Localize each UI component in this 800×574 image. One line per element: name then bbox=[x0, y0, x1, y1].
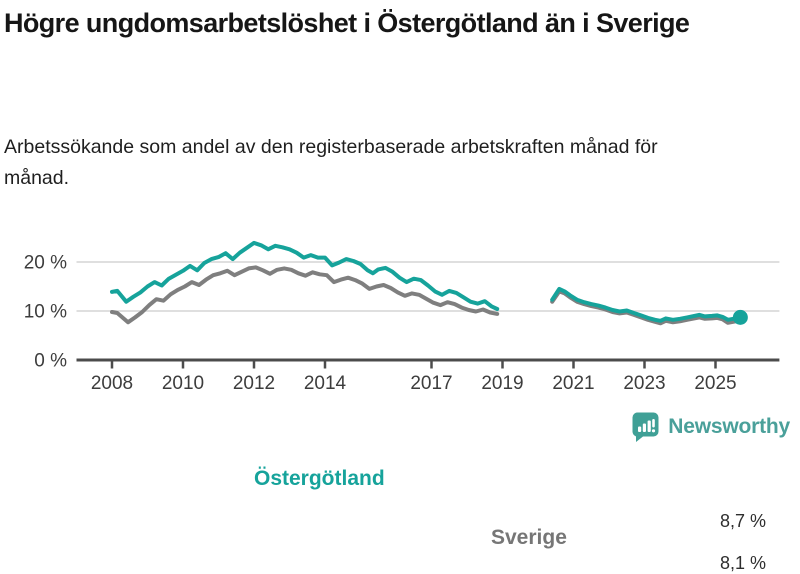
svg-text:2010: 2010 bbox=[162, 373, 204, 394]
series-label-sverige: Sverige bbox=[491, 526, 567, 549]
svg-text:2023: 2023 bbox=[623, 373, 665, 394]
svg-text:2008: 2008 bbox=[91, 373, 133, 394]
series-östergötland bbox=[110, 240, 748, 325]
newsworthy-logo: Newsworthy bbox=[631, 411, 790, 442]
newsworthy-brand-text: Newsworthy bbox=[668, 414, 790, 438]
end-value-label-ostergotland: 8,7 % bbox=[719, 511, 766, 531]
unemployment-line-chart: 0 %10 %20 %2008 2010 2012 2014 2017 2019 2021 2… bbox=[24, 240, 780, 394]
infographic-page: Högre ungdomsarbetslöshet i Östergötland… bbox=[0, 8, 800, 573]
x-axis bbox=[76, 358, 780, 369]
end-value-label-sverige: 8,1 % bbox=[719, 553, 766, 573]
series-sverige bbox=[110, 265, 743, 326]
chart-area: 0 % 10 % 20 % 2008 2010 2012 2014 2017 2019 2021 2… bbox=[0, 225, 800, 573]
svg-text:20 %: 20 % bbox=[24, 253, 67, 274]
series-label-ostergotland: Östergötland bbox=[254, 467, 385, 490]
svg-text:2012: 2012 bbox=[233, 373, 275, 394]
svg-text:10 %: 10 % bbox=[24, 302, 67, 323]
chart-subtitle: Arbetssökande som andel av den registerb… bbox=[4, 136, 658, 189]
gridlines bbox=[76, 261, 780, 312]
y-axis-labels: 0 % 10 % 20 % bbox=[24, 253, 67, 372]
svg-text:2014: 2014 bbox=[304, 373, 347, 394]
svg-text:2021: 2021 bbox=[552, 373, 594, 394]
page-title: Högre ungdomsarbetslöshet i Östergötland… bbox=[4, 8, 690, 38]
svg-text:2017: 2017 bbox=[410, 373, 452, 394]
svg-text:2025: 2025 bbox=[694, 373, 736, 394]
svg-text:0 %: 0 % bbox=[34, 351, 67, 372]
series-end-dot bbox=[732, 309, 748, 325]
newsworthy-bubble-icon bbox=[632, 412, 659, 442]
x-axis-labels: 2008 2010 2012 2014 2017 2019 2021 2023 2025 bbox=[91, 373, 737, 394]
svg-text:2019: 2019 bbox=[481, 373, 523, 394]
